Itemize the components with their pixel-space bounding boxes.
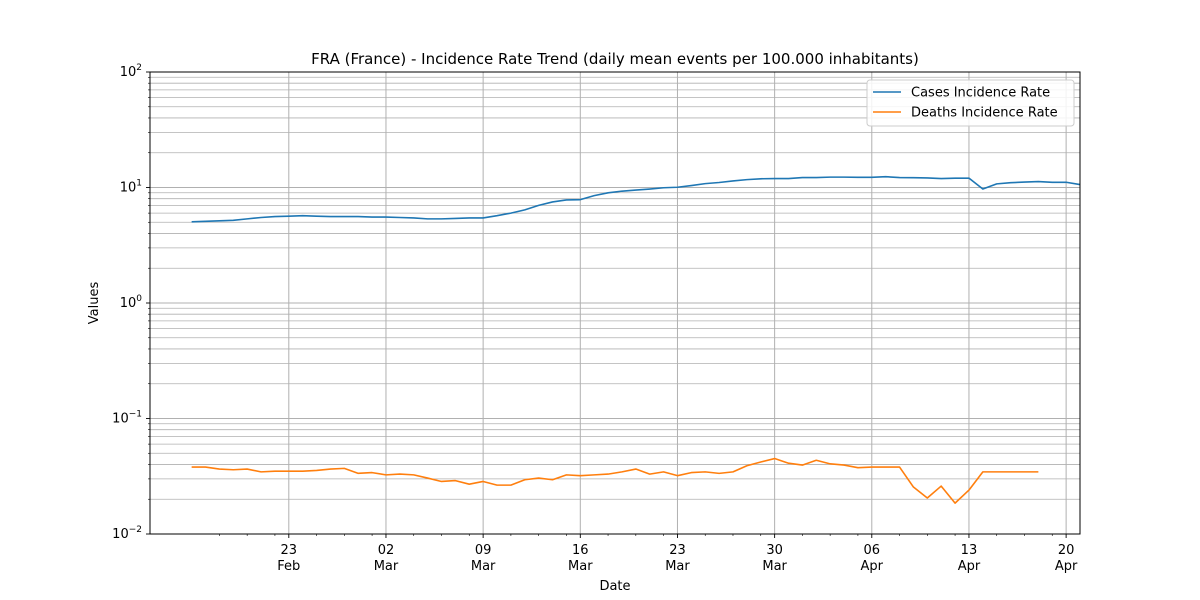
chart-title: FRA (France) - Incidence Rate Trend (dai… — [311, 50, 919, 68]
y-tick-label: 100 — [120, 294, 143, 311]
x-tick-label-month: Apr — [1055, 559, 1078, 574]
x-tick-label-month: Mar — [471, 559, 496, 574]
x-tick-label-day: 06 — [864, 543, 881, 558]
x-tick-label-day: 23 — [669, 543, 686, 558]
y-tick-label: 10−1 — [112, 410, 142, 427]
x-tick-label-month: Mar — [762, 559, 787, 574]
x-axis-label: Date — [599, 579, 630, 594]
legend: Cases Incidence Rate Deaths Incidence Rat… — [866, 79, 1075, 127]
series-line-deaths — [191, 457, 1039, 504]
y-tick-label: 102 — [120, 63, 142, 80]
x-tick-label-month: Mar — [374, 559, 399, 574]
x-tick-label-month: Apr — [958, 559, 981, 574]
x-tick-label-month: Feb — [277, 559, 300, 574]
legend-box — [866, 79, 1075, 127]
x-tick-label-day: 16 — [572, 543, 589, 558]
y-tick-label: 10−2 — [112, 525, 142, 542]
x-tick-label-day: 09 — [475, 543, 492, 558]
x-tick-label-month: Mar — [665, 559, 690, 574]
x-tick-label-day: 02 — [378, 543, 395, 558]
legend-label: Cases Incidence Rate — [911, 86, 1050, 101]
x-tick-label-day: 30 — [766, 543, 783, 558]
axes: 10−210−110010110223Feb02Mar09Mar16Mar23M… — [112, 63, 1078, 574]
y-axis-label: Values — [87, 282, 102, 325]
series-line-cases — [191, 175, 1081, 223]
x-tick-label-day: 20 — [1058, 543, 1075, 558]
x-tick-label-month: Mar — [568, 559, 593, 574]
series-lines — [191, 175, 1081, 504]
x-tick-label-day: 23 — [281, 543, 298, 558]
x-tick-label-month: Apr — [861, 559, 884, 574]
y-tick-label: 101 — [120, 179, 142, 196]
legend-label: Deaths Incidence Rate — [911, 106, 1058, 121]
x-tick-label-day: 13 — [961, 543, 978, 558]
